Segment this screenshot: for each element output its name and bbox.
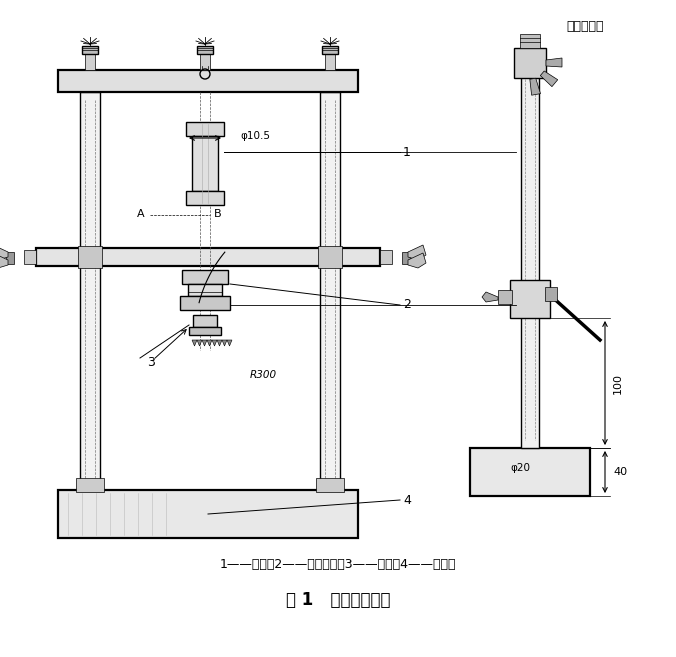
Text: R300: R300 — [250, 370, 277, 380]
Text: 4: 4 — [403, 493, 411, 507]
Bar — [545, 287, 557, 301]
Polygon shape — [217, 340, 222, 346]
Polygon shape — [192, 340, 197, 346]
Bar — [320, 92, 340, 490]
Bar — [78, 246, 102, 268]
Polygon shape — [546, 58, 562, 67]
Bar — [182, 270, 228, 284]
Text: A: A — [137, 209, 145, 219]
Polygon shape — [482, 292, 498, 302]
Polygon shape — [0, 245, 8, 260]
Polygon shape — [227, 340, 232, 346]
Bar — [316, 250, 344, 264]
Bar — [6, 252, 14, 264]
Bar — [322, 46, 338, 54]
Bar — [36, 248, 380, 266]
Text: 40: 40 — [613, 467, 627, 477]
Bar — [85, 52, 95, 70]
Text: φ10.5: φ10.5 — [240, 131, 270, 141]
Polygon shape — [202, 340, 207, 346]
Bar — [470, 448, 590, 496]
Polygon shape — [0, 253, 8, 268]
Bar — [498, 290, 512, 304]
Polygon shape — [207, 340, 212, 346]
Bar — [380, 250, 392, 264]
Bar — [189, 327, 221, 335]
Bar — [24, 250, 36, 264]
Bar — [402, 252, 410, 264]
Text: 单位为毫米: 单位为毫米 — [566, 20, 604, 32]
Bar — [188, 284, 222, 296]
Bar — [80, 92, 100, 490]
Bar — [193, 315, 217, 327]
Bar — [514, 48, 546, 78]
Bar — [76, 478, 104, 492]
Bar — [318, 246, 342, 268]
Polygon shape — [530, 78, 541, 95]
Text: 1——重锤；2——中间铁块；3——试样；4——颃座。: 1——重锤；2——中间铁块；3——试样；4——颃座。 — [220, 558, 456, 572]
Polygon shape — [408, 245, 426, 260]
Text: 1: 1 — [403, 145, 411, 158]
Bar — [200, 52, 210, 70]
Polygon shape — [408, 253, 426, 268]
Bar — [325, 52, 335, 70]
Bar — [76, 72, 104, 86]
Bar — [58, 70, 358, 92]
Polygon shape — [222, 340, 227, 346]
Polygon shape — [212, 340, 217, 346]
Text: 2: 2 — [403, 298, 411, 311]
Polygon shape — [540, 71, 558, 87]
Bar — [82, 46, 98, 54]
Bar — [192, 136, 218, 191]
Bar — [510, 280, 550, 318]
Bar — [316, 478, 344, 492]
Bar — [180, 296, 230, 310]
Bar — [521, 60, 539, 448]
Text: 图 1   冲击试验装置: 图 1 冲击试验装置 — [286, 591, 390, 609]
Bar — [186, 191, 224, 205]
Text: φ20: φ20 — [510, 463, 530, 473]
Polygon shape — [197, 340, 202, 346]
Bar — [186, 122, 224, 136]
Text: 3: 3 — [147, 355, 155, 369]
Bar — [76, 250, 104, 264]
Bar — [520, 34, 540, 48]
Bar — [197, 46, 213, 54]
Text: B: B — [214, 209, 222, 219]
Bar — [316, 72, 344, 86]
Text: 100: 100 — [613, 373, 623, 394]
Bar — [58, 490, 358, 538]
